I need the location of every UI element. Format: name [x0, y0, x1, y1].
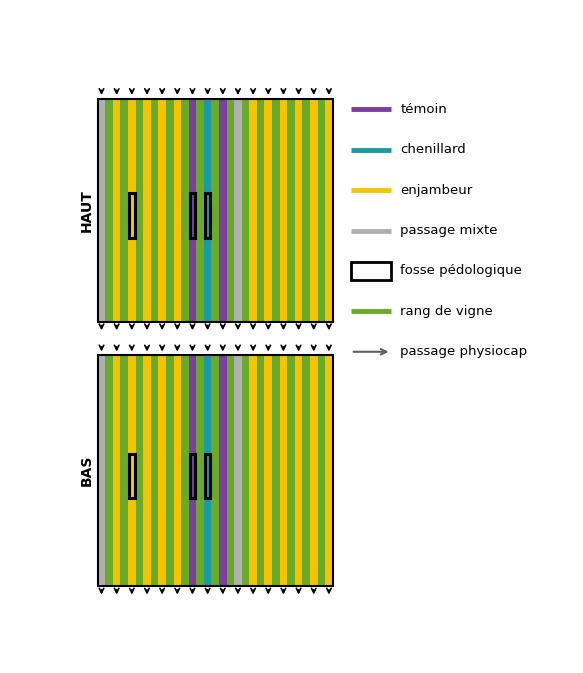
Text: fosse pédologique: fosse pédologique	[401, 264, 522, 277]
Bar	[121, 99, 128, 322]
Bar	[98, 355, 106, 586]
Bar	[287, 355, 295, 586]
Bar	[227, 99, 234, 322]
Text: rang de vigne: rang de vigne	[401, 305, 493, 318]
Bar	[257, 355, 265, 586]
Bar	[151, 99, 159, 322]
Bar	[196, 355, 204, 586]
Bar	[272, 355, 280, 586]
Bar	[250, 99, 257, 322]
Bar	[212, 99, 219, 322]
Bar	[295, 355, 303, 586]
Bar	[205, 193, 210, 238]
Bar	[204, 355, 212, 586]
Text: passage physiocap: passage physiocap	[401, 345, 528, 358]
Bar	[113, 99, 121, 322]
Bar	[136, 355, 143, 586]
Bar	[318, 355, 325, 586]
Bar	[310, 355, 318, 586]
Bar	[181, 99, 189, 322]
Bar	[227, 355, 234, 586]
Bar	[234, 99, 242, 322]
Bar	[204, 99, 212, 322]
Bar	[166, 355, 174, 586]
Text: BAS: BAS	[79, 455, 93, 487]
Bar	[196, 99, 204, 322]
Bar	[318, 99, 325, 322]
Bar	[189, 99, 196, 322]
Bar	[189, 355, 196, 586]
Text: HAUT: HAUT	[79, 189, 93, 232]
Bar	[98, 99, 333, 322]
Bar	[151, 355, 159, 586]
Bar	[113, 355, 121, 586]
Bar	[242, 99, 250, 322]
Bar	[303, 99, 310, 322]
Bar	[351, 262, 391, 280]
Bar	[265, 355, 272, 586]
Bar	[325, 99, 333, 322]
Bar	[98, 99, 106, 322]
Bar	[189, 454, 195, 498]
Bar	[242, 355, 250, 586]
Bar	[143, 355, 151, 586]
Text: enjambeur: enjambeur	[401, 184, 473, 197]
Bar	[280, 99, 287, 322]
Bar	[121, 355, 128, 586]
Bar	[280, 355, 287, 586]
Bar	[106, 355, 113, 586]
Bar	[303, 355, 310, 586]
Bar	[174, 99, 181, 322]
Bar	[219, 99, 227, 322]
Text: témoin: témoin	[401, 103, 447, 116]
Bar	[106, 99, 113, 322]
Bar	[128, 355, 136, 586]
Bar	[250, 355, 257, 586]
Bar	[325, 355, 333, 586]
Bar	[257, 99, 265, 322]
Bar	[129, 454, 135, 498]
Bar	[212, 355, 219, 586]
Bar	[310, 99, 318, 322]
Bar	[174, 355, 181, 586]
Bar	[265, 99, 272, 322]
Bar	[234, 355, 242, 586]
Bar	[219, 355, 227, 586]
Bar	[98, 355, 333, 586]
Bar	[143, 99, 151, 322]
Bar	[166, 99, 174, 322]
Bar	[159, 355, 166, 586]
Bar	[272, 99, 280, 322]
Bar	[159, 99, 166, 322]
Bar	[287, 99, 295, 322]
Bar	[205, 454, 210, 498]
Bar	[136, 99, 143, 322]
Bar	[295, 99, 303, 322]
Bar	[189, 193, 195, 238]
Bar	[181, 355, 189, 586]
Text: chenillard: chenillard	[401, 143, 466, 156]
Bar	[128, 99, 136, 322]
Text: passage mixte: passage mixte	[401, 224, 498, 237]
Bar	[129, 193, 135, 238]
